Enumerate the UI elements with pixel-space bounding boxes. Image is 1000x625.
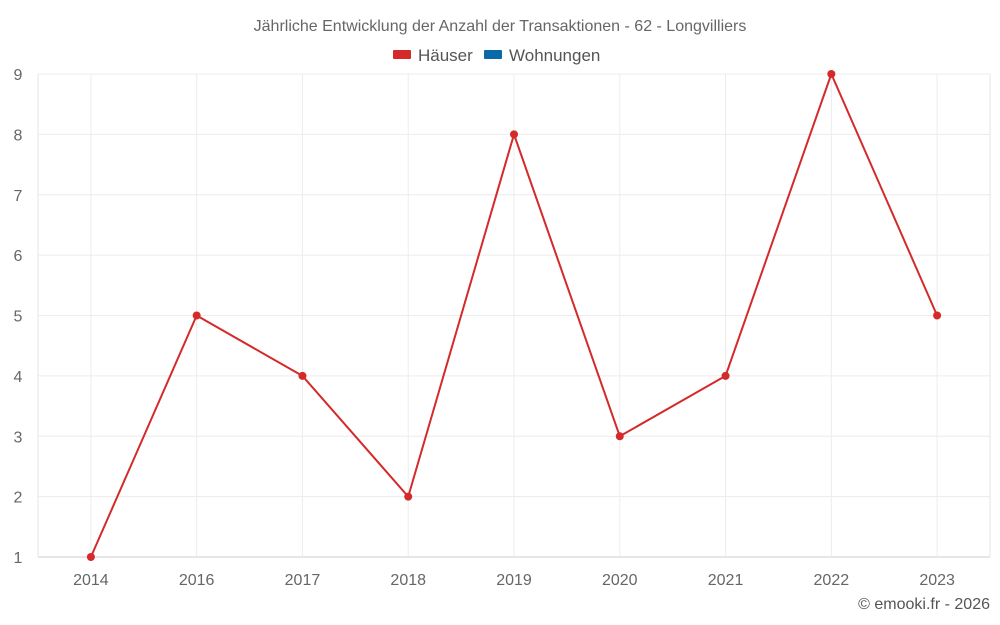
data-point[interactable]: [615, 432, 624, 441]
legend-swatch-haeuser: [393, 50, 411, 59]
x-tick-label: 2019: [496, 572, 532, 589]
x-tick-label: 2020: [602, 572, 638, 589]
data-point[interactable]: [298, 371, 307, 380]
x-tick-label: 2017: [285, 572, 321, 589]
data-point[interactable]: [86, 553, 95, 561]
series-haeuser: [86, 70, 942, 561]
x-tick-label: 2014: [73, 572, 109, 589]
data-point[interactable]: [404, 492, 413, 501]
x-tick-label: 2016: [179, 572, 215, 589]
legend-item-haeuser[interactable]: Häuser: [393, 46, 473, 65]
y-axis-ticks: 1 2 3 4 5 6 7 8 9: [14, 67, 23, 567]
data-point[interactable]: [933, 311, 942, 320]
legend-item-wohnungen[interactable]: Wohnungen: [484, 46, 600, 65]
y-tick-label: 1: [14, 550, 23, 567]
legend: Häuser Wohnungen: [393, 46, 600, 65]
legend-label-wohnungen: Wohnungen: [509, 46, 600, 65]
chart-title: Jährliche Entwicklung der Anzahl der Tra…: [254, 18, 747, 35]
y-tick-label: 3: [14, 429, 23, 446]
x-tick-label: 2018: [390, 572, 426, 589]
y-tick-label: 5: [14, 309, 23, 326]
data-point[interactable]: [827, 70, 836, 78]
y-tick-label: 2: [14, 490, 23, 507]
grid: [37, 73, 991, 558]
credit-text: © emooki.fr - 2026: [858, 596, 990, 613]
x-tick-label: 2023: [919, 572, 955, 589]
data-point[interactable]: [721, 371, 730, 380]
y-tick-label: 8: [14, 127, 23, 144]
y-tick-label: 6: [14, 248, 23, 265]
y-tick-label: 9: [14, 67, 23, 84]
data-point[interactable]: [192, 311, 201, 320]
x-tick-label: 2022: [814, 572, 850, 589]
y-tick-label: 4: [14, 369, 23, 386]
legend-swatch-wohnungen: [484, 50, 502, 59]
x-tick-label: 2021: [708, 572, 744, 589]
data-point[interactable]: [510, 130, 518, 139]
legend-label-haeuser: Häuser: [418, 46, 473, 65]
x-axis-ticks: 2014 2016 2017 2018 2019 2020 2021 2022 2023: [73, 572, 955, 589]
y-tick-label: 7: [14, 188, 23, 205]
